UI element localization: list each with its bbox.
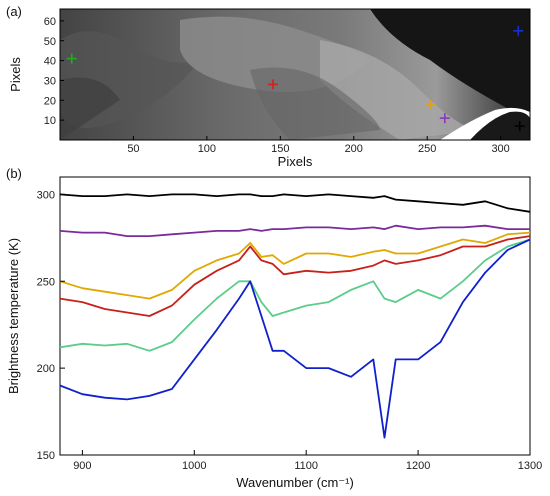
marker-red [267,79,278,90]
heatmap-y-tick-label: 30 [44,75,56,87]
y-axis-label: Brightness temperature (K) [6,238,21,394]
y-tick-label: 250 [37,276,55,288]
x-tick-label: 900 [73,460,91,472]
marker-purple [439,113,450,124]
x-axis-label: Wavenumber (cm⁻¹) [236,475,354,490]
marker-green [66,53,77,64]
y-tick-label: 150 [37,450,55,462]
panel-b-label: (b) [6,166,22,181]
plot-frame [59,176,531,456]
heatmap-x-tick-label: 150 [271,143,289,155]
heatmap-x-tick-label: 250 [418,143,436,155]
series-line-purple [59,224,530,238]
x-tick-label: 1200 [406,460,430,472]
heatmap-y-tick-label: 40 [44,56,56,68]
heatmap-x-tick-label: 100 [198,143,216,155]
heatmap-y-tick-label: 50 [44,36,56,48]
panel-a-label: (a) [6,4,22,19]
series-line-green [59,238,531,352]
marker-orange [425,99,436,110]
heatmap-x-axis-label: Pixels [278,154,313,169]
heatmap-y-axis-label: Pixels [8,57,23,92]
marker-black [514,121,525,132]
y-tick-label: 300 [37,189,55,201]
heatmap-image [60,9,530,140]
heatmap-x-tick-label: 50 [127,143,139,155]
heatmap-y-tick-label: 60 [44,16,56,28]
heatmap-y-tick-label: 10 [44,115,56,127]
series-line-blue [59,238,531,439]
heatmap-frame [59,8,531,141]
series-line-orange [59,231,531,300]
x-tick-label: 1300 [518,460,542,472]
y-tick-label: 200 [37,363,55,375]
heatmap-y-tick-label: 20 [44,95,56,107]
series-line-red [59,235,531,317]
x-tick-label: 1000 [182,460,206,472]
heatmap-x-tick-label: 300 [491,143,509,155]
heatmap-x-tick-label: 200 [345,143,363,155]
series-line-black [59,193,531,213]
x-tick-label: 1100 [294,460,318,472]
marker-blue [513,25,524,36]
